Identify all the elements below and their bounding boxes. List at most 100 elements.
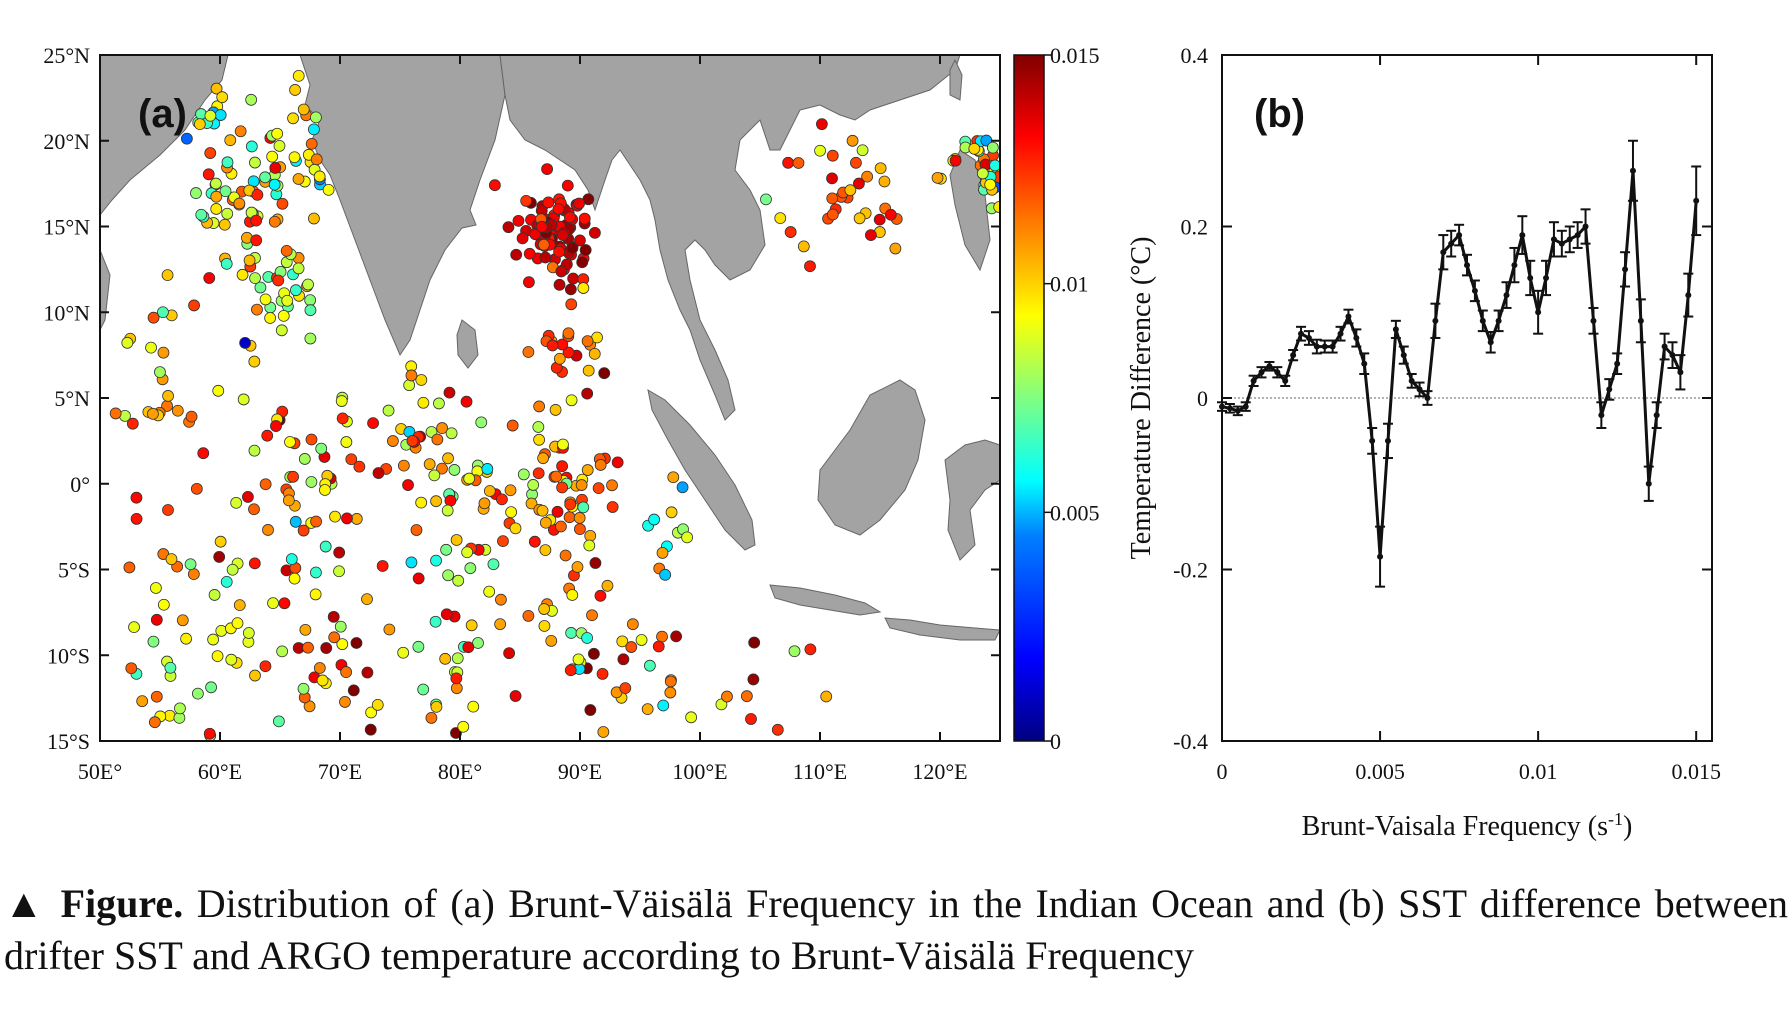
land-africa (100, 249, 111, 331)
scatter-point (566, 589, 579, 601)
scatter-point (218, 218, 231, 231)
scatter-point (461, 546, 474, 559)
map-y-tick-label: 0° (70, 472, 90, 497)
scatter-point (333, 546, 346, 559)
data-point (1408, 377, 1415, 384)
scatter-point (478, 497, 491, 510)
data-point (1298, 330, 1305, 337)
scatter-point (231, 617, 244, 630)
scatter-point (248, 444, 261, 457)
scatter-point (121, 336, 134, 349)
scatter-point (457, 720, 470, 733)
scatter-point (562, 327, 575, 340)
map-y-tick-label: 5°S (58, 558, 90, 583)
scatter-point (445, 427, 458, 440)
scatter-point (550, 470, 563, 483)
scatter-point (546, 339, 559, 352)
scatter-point (864, 229, 877, 242)
map-y-tick-label: 10°S (47, 643, 90, 668)
scatter-point (436, 462, 448, 475)
scatter-point (532, 467, 545, 480)
scatter-point (187, 568, 200, 581)
scatter-point (559, 549, 572, 562)
scatter-point (527, 479, 540, 491)
scatter-point (281, 294, 294, 307)
scatter-point (405, 556, 418, 569)
data-point (1361, 360, 1368, 367)
scatter-point (130, 513, 143, 525)
scatter-point (208, 589, 221, 601)
scatter-point (350, 513, 363, 525)
scatter-point (425, 711, 438, 724)
scatter-point (483, 585, 496, 598)
data-point (1685, 292, 1692, 299)
scatter-point (555, 520, 567, 533)
scatter-point (586, 609, 598, 622)
y-tick-label: 0.2 (1181, 215, 1209, 240)
scatter-point (536, 504, 549, 517)
scatter-point (316, 674, 329, 687)
scatter-point (878, 175, 891, 188)
scatter-point (557, 438, 569, 451)
scatter-point (512, 214, 525, 227)
scatter-point (539, 251, 552, 264)
scatter-point (844, 184, 857, 197)
scatter-point (297, 524, 310, 537)
scatter-point (304, 304, 317, 317)
scatter-point (573, 512, 586, 524)
land-sumatra (647, 389, 756, 551)
land-masses (100, 55, 1000, 641)
scatter-point (797, 240, 810, 253)
scatter-point (826, 192, 839, 205)
scatter-point (506, 419, 519, 432)
scatter-point (268, 215, 281, 228)
scatter-point (740, 690, 753, 703)
scatter-point (575, 479, 588, 491)
scatter-point (625, 641, 638, 653)
scatter-point (299, 623, 312, 636)
data-point (1527, 274, 1534, 281)
scatter-point (150, 613, 163, 626)
scatter-point (310, 111, 322, 124)
scatter-point (347, 684, 360, 697)
scatter-point (305, 137, 318, 150)
scatter-point (310, 566, 322, 579)
scatter-point (861, 170, 874, 183)
data-point (1353, 334, 1360, 341)
scatter-point (292, 262, 305, 275)
scatter-point (276, 645, 289, 658)
scatter-point (535, 220, 548, 233)
data-point (1337, 330, 1344, 337)
scatter-point (239, 337, 252, 349)
scatter-point (310, 153, 323, 166)
scatter-point (162, 390, 174, 402)
scatter-point (565, 627, 578, 639)
scatter-point (280, 244, 293, 257)
scatter-point (268, 178, 281, 191)
x-axis-label-end: ) (1623, 811, 1632, 842)
scatter-point (601, 579, 614, 592)
scatter-point (442, 452, 454, 465)
scatter-point (545, 635, 558, 647)
data-point (1313, 343, 1320, 350)
scatter-point (221, 156, 234, 169)
scatter-point (465, 619, 478, 632)
scatter-point (250, 214, 263, 227)
land-india (299, 55, 506, 357)
scatter-point (364, 723, 377, 736)
scatter-point (504, 484, 517, 497)
scatter-point (214, 109, 227, 121)
scatter-point (538, 620, 551, 632)
scatter-point (652, 640, 665, 653)
scatter-point (522, 610, 535, 622)
data-point (1543, 274, 1550, 281)
data-point (1677, 369, 1684, 376)
scatter-point (353, 460, 366, 473)
scatter-point (656, 546, 669, 559)
scatter-point (145, 341, 157, 354)
scatter-point (472, 637, 484, 649)
scatter-point (582, 364, 595, 377)
scatter-point (285, 553, 298, 566)
scatter-point (564, 211, 576, 224)
scatter-point (304, 294, 317, 307)
